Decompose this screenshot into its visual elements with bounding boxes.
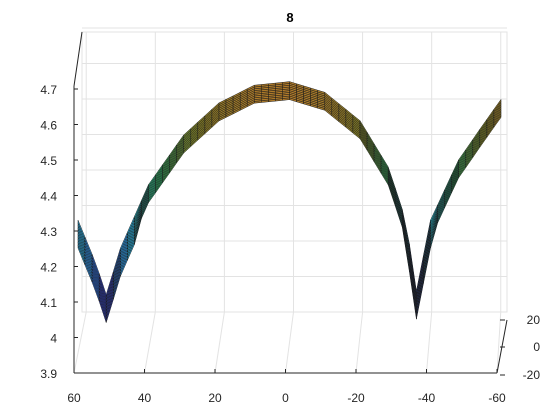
x-tick-label: -20 [347, 391, 365, 405]
surface-patch [493, 98, 502, 112]
x-floor-line [285, 311, 294, 374]
z-tick-label: 4.7 [40, 83, 57, 97]
x-floor-line [73, 311, 87, 374]
surface-layer [77, 81, 502, 323]
z-tick-label: 4 [50, 332, 57, 346]
x-tick-label: -60 [488, 391, 506, 405]
surface-patch [254, 84, 262, 88]
x-floor-line [355, 311, 364, 374]
x-tick-label: 40 [138, 391, 152, 405]
x-tick-label: 20 [208, 391, 222, 405]
z-tick-label: 4.6 [40, 119, 57, 133]
x-floor-line [144, 311, 156, 374]
z-tick-label: 4.4 [40, 190, 57, 204]
z-tick-label: 4.5 [40, 154, 57, 168]
back-wall-frame [81, 31, 508, 313]
x-floor-line [426, 311, 433, 374]
chart-title: 8 [286, 10, 293, 25]
surface-patch [261, 83, 269, 87]
z-tick-label: 3.9 [40, 367, 57, 381]
x-tick-label: 60 [67, 391, 81, 405]
surface-patch [275, 82, 283, 86]
y-tick-label: -20 [523, 368, 541, 382]
y-tick-label: 20 [527, 313, 541, 327]
x-floor-line [496, 311, 502, 374]
y-tick-label: 0 [533, 340, 540, 354]
x-floor-line [214, 311, 225, 374]
z-tick-label: 4.3 [40, 225, 57, 239]
z-tick-label: 4.1 [40, 296, 57, 310]
labels-layer: 60 40 20 0 -20 -40 -60 3.9 4 4.1 4.2 4.3 4.4 4.5 4.6 4.… [40, 83, 540, 405]
axes-layer [73, 31, 508, 376]
x-tick-label: 0 [282, 391, 289, 405]
surface-patch [268, 82, 276, 86]
z-axis-back-line [73, 31, 83, 87]
z-tick-label: 4.2 [40, 261, 57, 275]
x-tick-label: -40 [418, 391, 436, 405]
